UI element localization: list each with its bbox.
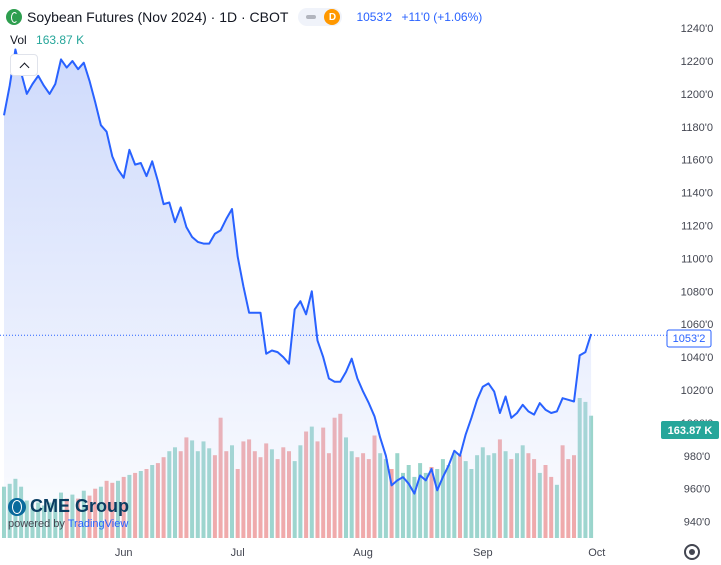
- x-tick-label: Aug: [353, 547, 373, 559]
- last-price-badge-text: 1053'2: [673, 333, 706, 345]
- x-tick-label: Jul: [231, 547, 245, 559]
- brand-name: CME Group: [30, 496, 129, 516]
- y-tick-label: 1080'0: [681, 286, 714, 298]
- volume-badge-text: 163.87 K: [668, 425, 713, 437]
- symbol-logo-icon: [6, 9, 22, 25]
- price-axis: 1260'0 1240'0 1220'0 1200'0 1180'0 1160'0 1140…: [681, 0, 714, 529]
- y-tick-label: 1160'0: [681, 155, 713, 167]
- volume-legend: Vol 163.87 K: [10, 33, 84, 47]
- x-tick-label: Oct: [588, 547, 605, 559]
- delayed-badge: D: [324, 9, 341, 25]
- chart-title[interactable]: Soybean Futures (Nov 2024) · 1D · CBOT: [27, 9, 289, 25]
- y-tick-label: 1220'0: [681, 56, 714, 68]
- y-tick-label: 1020'0: [681, 385, 714, 397]
- powered-brand: TradingView: [67, 518, 129, 530]
- x-tick-label: Sep: [473, 547, 493, 559]
- last-price-badge: 1053'2: [666, 329, 712, 348]
- y-tick-label: 1140'0: [681, 188, 713, 200]
- visibility-pill[interactable]: D: [298, 8, 343, 26]
- y-tick-label: 1260'0: [681, 0, 714, 2]
- time-axis: Jun Jul Aug Sep Oct: [115, 547, 606, 559]
- cme-globe-icon: [8, 497, 26, 516]
- eye-icon[interactable]: [300, 10, 322, 24]
- volume-value: 163.87 K: [36, 33, 85, 47]
- y-tick-label: 980'0: [684, 451, 711, 463]
- y-tick-label: 1060'0: [681, 319, 714, 331]
- y-tick-label: 1180'0: [681, 122, 713, 134]
- x-tick-label: Jun: [115, 547, 133, 559]
- y-tick-label: 1200'0: [681, 89, 714, 101]
- price-readout: 1053'2 +11'0 (+1.06%): [356, 10, 482, 24]
- price-line: [3, 48, 593, 495]
- branding: CME Group powered by TradingView: [8, 496, 129, 530]
- collapse-legend-button[interactable]: [10, 54, 38, 76]
- y-tick-label: 1120'0: [681, 221, 713, 233]
- volume-label: Vol: [10, 33, 27, 47]
- price-area: [4, 49, 592, 538]
- powered-prefix: powered by: [8, 518, 65, 530]
- gear-icon[interactable]: [684, 544, 700, 560]
- y-tick-label: 1240'0: [681, 23, 714, 35]
- y-tick-label: 960'0: [684, 484, 711, 496]
- last-price-readout: 1053'2: [356, 10, 393, 24]
- volume-badge: 163.87 K: [661, 421, 719, 439]
- change-readout: +11'0 (+1.06%): [401, 10, 483, 24]
- powered-by: powered by TradingView: [8, 518, 129, 530]
- y-tick-label: 940'0: [684, 517, 711, 529]
- y-tick-label: 1040'0: [681, 352, 714, 364]
- y-tick-label: 1100'0: [681, 253, 713, 265]
- chart-legend: Soybean Futures (Nov 2024) · 1D · CBOT D…: [6, 6, 482, 28]
